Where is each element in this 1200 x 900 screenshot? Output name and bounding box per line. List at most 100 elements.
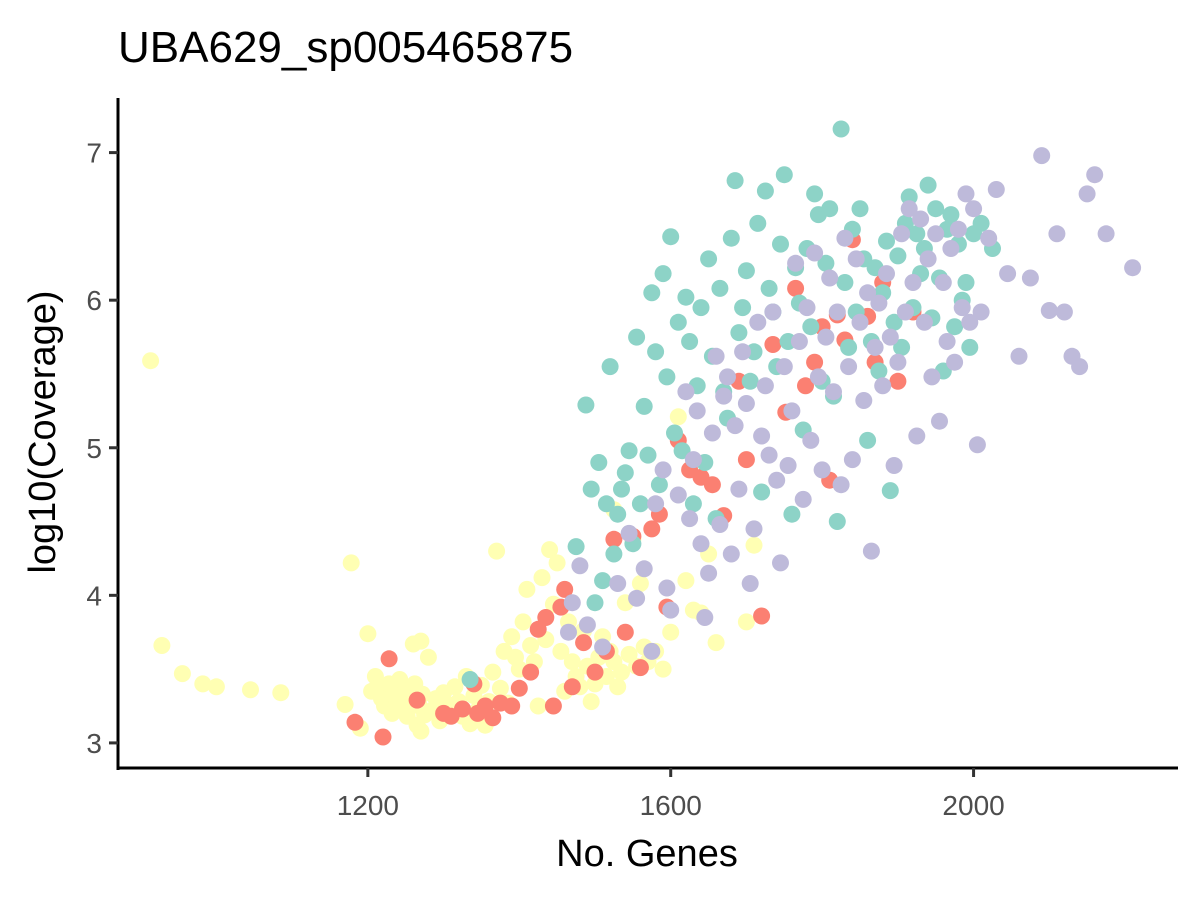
data-point	[821, 200, 839, 218]
series-2	[461, 120, 1001, 688]
data-point	[908, 225, 926, 243]
data-point	[874, 377, 892, 395]
x-axis-title: No. Genes	[556, 833, 738, 875]
data-point	[919, 176, 937, 194]
data-point	[722, 229, 740, 247]
data-point	[669, 486, 687, 504]
data-point	[726, 417, 744, 435]
plot-area	[142, 120, 1142, 746]
data-point	[635, 560, 653, 578]
data-point	[514, 613, 532, 631]
data-point	[961, 338, 979, 356]
data-point	[1071, 358, 1089, 376]
data-point	[836, 229, 854, 247]
data-point	[1033, 147, 1051, 165]
data-point	[734, 299, 752, 317]
data-point	[207, 678, 225, 696]
data-point	[711, 279, 729, 297]
data-point	[380, 650, 398, 668]
data-point	[813, 461, 831, 479]
data-point	[764, 303, 782, 321]
data-point	[787, 254, 805, 272]
data-point	[1040, 302, 1058, 319]
data-point	[342, 554, 360, 572]
data-point	[753, 427, 771, 445]
data-point	[900, 200, 918, 218]
data-point	[949, 220, 967, 238]
series-3	[560, 147, 1142, 660]
data-point	[817, 254, 835, 272]
data-point	[688, 402, 706, 420]
data-point	[749, 214, 767, 232]
data-point	[1048, 225, 1066, 243]
data-point	[677, 383, 695, 401]
data-point	[760, 446, 778, 464]
data-point	[684, 451, 702, 469]
data-point	[722, 545, 740, 563]
data-point	[650, 476, 668, 494]
data-point	[518, 580, 536, 598]
data-point	[741, 575, 759, 592]
data-point	[1021, 269, 1039, 287]
data-point	[556, 580, 574, 598]
x-tick-label: 2000	[942, 790, 1004, 821]
data-point	[806, 185, 824, 203]
data-point	[968, 436, 986, 454]
data-point	[768, 471, 786, 489]
data-point	[1055, 303, 1073, 321]
data-point	[548, 554, 566, 572]
data-point	[896, 303, 914, 321]
data-point	[601, 358, 619, 376]
data-point	[700, 564, 718, 582]
data-point	[734, 343, 752, 361]
data-point	[855, 392, 873, 409]
data-point	[662, 601, 680, 619]
data-point	[563, 653, 581, 671]
data-point	[847, 250, 865, 268]
data-point	[737, 262, 755, 280]
y-axis-title: log10(Coverage)	[22, 290, 64, 573]
data-point	[522, 637, 540, 654]
data-point	[965, 200, 983, 218]
data-point	[934, 274, 952, 291]
data-point	[643, 642, 661, 660]
data-point	[851, 200, 869, 218]
data-point	[669, 313, 687, 331]
data-point	[828, 513, 846, 530]
data-point	[790, 333, 808, 350]
data-point	[881, 482, 899, 500]
data-point	[931, 412, 948, 430]
data-point	[560, 623, 577, 641]
data-point	[597, 495, 615, 513]
data-point	[533, 569, 551, 587]
data-point	[194, 675, 212, 693]
y-tick-label: 3	[86, 728, 102, 759]
data-point	[563, 594, 581, 612]
data-point	[563, 678, 581, 696]
data-point	[730, 324, 748, 342]
data-point	[662, 228, 680, 246]
data-point	[798, 299, 816, 317]
data-point	[408, 691, 426, 709]
data-point	[889, 247, 907, 265]
data-point	[703, 424, 721, 442]
data-point	[609, 678, 627, 696]
data-point	[809, 368, 827, 386]
data-point	[753, 607, 771, 625]
data-point	[577, 396, 595, 414]
data-point	[696, 609, 714, 626]
data-point	[885, 313, 903, 331]
data-point	[783, 505, 801, 523]
data-point	[374, 728, 392, 746]
data-point	[779, 457, 797, 474]
data-point	[692, 299, 710, 317]
data-point	[613, 480, 630, 498]
data-point	[946, 318, 964, 336]
chart-title: UBA629_sp005465875	[118, 23, 573, 72]
data-point	[681, 510, 699, 528]
data-point	[454, 700, 471, 718]
data-point	[586, 594, 604, 612]
data-point	[681, 333, 699, 350]
data-point	[647, 343, 665, 361]
data-point	[817, 328, 835, 346]
